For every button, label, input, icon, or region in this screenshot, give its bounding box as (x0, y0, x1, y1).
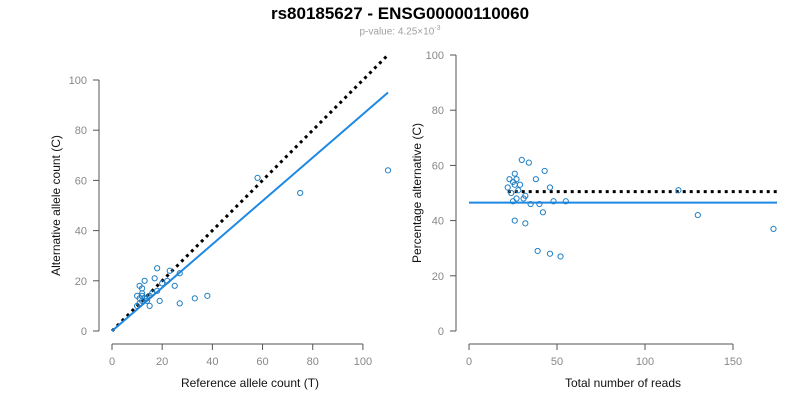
right-x-tick-label: 50 (551, 356, 563, 368)
right-data-point (562, 198, 569, 205)
right-y-tick-label: 100 (426, 50, 444, 62)
left-x-tick-label: 100 (354, 356, 372, 368)
left-data-point (297, 189, 304, 197)
left-x-tick-label: 80 (307, 356, 319, 368)
left-x-tick-label: 0 (109, 356, 115, 368)
left-data-point (146, 302, 153, 309)
left-data-point (154, 287, 161, 294)
left-y-tick-label: 80 (75, 125, 87, 137)
right-data-point (557, 253, 564, 260)
left-data-point (191, 295, 198, 302)
left-data-point (156, 297, 163, 304)
left-y-tick-label: 100 (69, 75, 87, 87)
right-data-point (536, 200, 543, 208)
right-data-point (511, 170, 518, 177)
left-y-tick-label: 0 (81, 326, 87, 338)
left-data-point (176, 270, 183, 277)
p-value-text: p-value: 4.25×10 (359, 26, 435, 38)
right-data-point (770, 225, 777, 232)
p-value-label: p-value: 4.25×10-3 (0, 25, 800, 37)
left-data-point (133, 292, 141, 299)
right-data-point (513, 176, 520, 183)
left-x-tick-label: 20 (156, 356, 168, 368)
left-data-point (159, 280, 166, 287)
left-fit-line (111, 91, 389, 332)
right-data-point (518, 156, 525, 163)
left-y-tick-label: 60 (75, 175, 87, 187)
left-data-point (139, 285, 146, 292)
left-data-point (164, 277, 171, 284)
right-data-point (525, 159, 532, 166)
right-data-point (506, 176, 513, 183)
right-data-point (539, 209, 547, 216)
left-data-point (144, 295, 151, 302)
right-data-point (527, 200, 534, 208)
left-y-tick-label: 40 (75, 226, 87, 238)
right-x-tick-label: 100 (636, 356, 654, 368)
right-y-tick-label: 60 (432, 160, 444, 172)
left-x-axis-label: Reference allele count (T) (181, 376, 319, 390)
right-panel: 0 20 40 60 80 100 0 50 100 150 Total number of rea… (410, 50, 777, 390)
left-panel: 0 20 40 60 80 100 0 20 40 60 80 100 Reference allele… (49, 53, 392, 390)
right-y-tick-label: 40 (432, 216, 444, 228)
left-expected-line (110, 53, 390, 333)
left-data-point (151, 275, 158, 282)
right-y-tick-label: 0 (438, 326, 444, 338)
right-data-point (515, 187, 522, 194)
chart-title: rs80185627 - ENSG00000110060 (270, 4, 530, 23)
right-x-tick-label: 150 (724, 356, 742, 368)
left-data-point (144, 297, 151, 304)
right-y-tick-label: 80 (432, 105, 444, 117)
right-data-point (546, 184, 554, 191)
right-data-point (511, 217, 518, 224)
right-data-point (675, 187, 682, 194)
right-data-point (513, 195, 520, 202)
right-y-tick-label: 20 (432, 271, 444, 283)
left-y-tick-label: 20 (75, 276, 87, 288)
left-data-point (254, 174, 261, 181)
right-y-axis-label: Percentage alternative (C) (410, 123, 424, 263)
left-data-point (204, 292, 211, 299)
left-y-axis-label: Alternative allele count (C) (49, 135, 63, 276)
right-data-point (516, 181, 524, 188)
left-data-point (176, 300, 183, 307)
left-data-point (141, 277, 148, 284)
right-data-point (532, 176, 539, 183)
left-data-point (154, 265, 161, 272)
right-data-point (546, 250, 554, 257)
right-x-tick-label: 0 (466, 356, 472, 368)
right-data-point (534, 247, 541, 255)
right-data-point (522, 220, 529, 227)
right-data-point (522, 192, 529, 199)
left-data-point (166, 267, 173, 274)
right-data-point (541, 167, 548, 175)
right-data-point (508, 189, 515, 197)
left-data-point (384, 167, 392, 174)
right-data-point (504, 184, 511, 191)
left-data-point (171, 282, 178, 289)
left-x-tick-label: 40 (206, 356, 218, 368)
right-data-point (694, 211, 701, 219)
left-x-tick-label: 60 (256, 356, 268, 368)
p-value-exponent: -3 (434, 25, 441, 32)
right-x-axis-label: Total number of reads (565, 376, 681, 390)
left-data-point (149, 290, 156, 297)
right-data-point (550, 198, 557, 205)
